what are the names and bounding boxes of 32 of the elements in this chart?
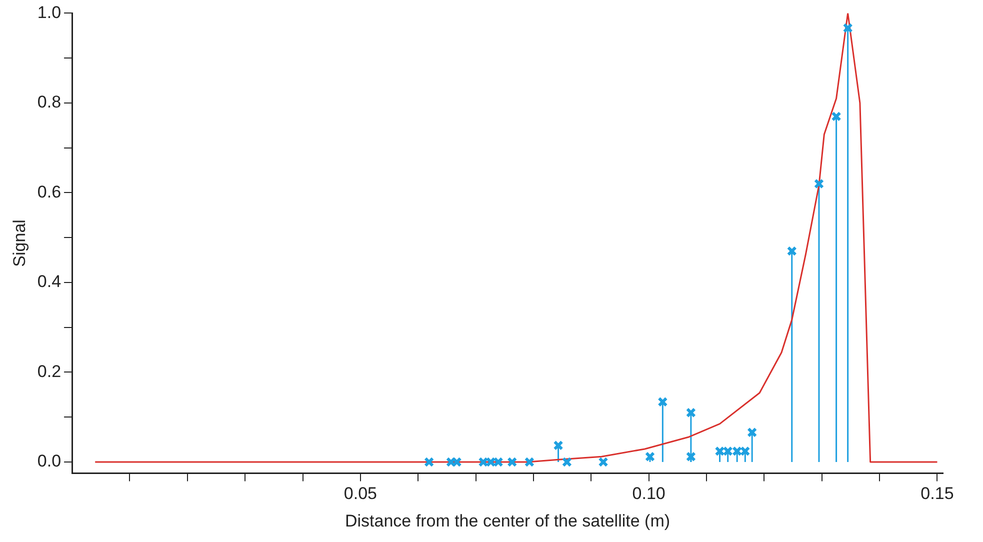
point [644,452,656,462]
point [507,456,518,468]
point [732,446,742,456]
point [424,456,434,468]
point [524,456,534,468]
point [842,22,853,34]
y-tick-label: 0.0 [37,452,62,471]
y-tick-label: 0.8 [37,92,62,112]
y-tick-label: 0.2 [37,362,62,381]
point [598,456,608,468]
point [562,456,572,468]
point [658,396,668,407]
point [478,456,488,468]
x-tick-label: 0.15 [920,484,954,504]
y-tick-label: 1.0 [37,2,62,22]
y-tick-label: 0.6 [37,182,62,202]
point [740,446,750,456]
point [831,111,842,122]
y-axis-title: Signal [10,220,29,267]
point [553,440,564,450]
point [714,446,725,456]
x-axis-title: Distance from the center of the satellite (m) [345,511,670,530]
point [493,456,504,468]
point [686,408,696,418]
point [486,456,496,468]
point [747,427,758,438]
point [814,178,824,189]
y-tick-label: 0.4 [37,272,62,292]
x-tick-label: 0.10 [632,484,666,504]
point [722,446,733,456]
x-tick-label: 0.05 [344,484,377,504]
point [786,246,797,256]
